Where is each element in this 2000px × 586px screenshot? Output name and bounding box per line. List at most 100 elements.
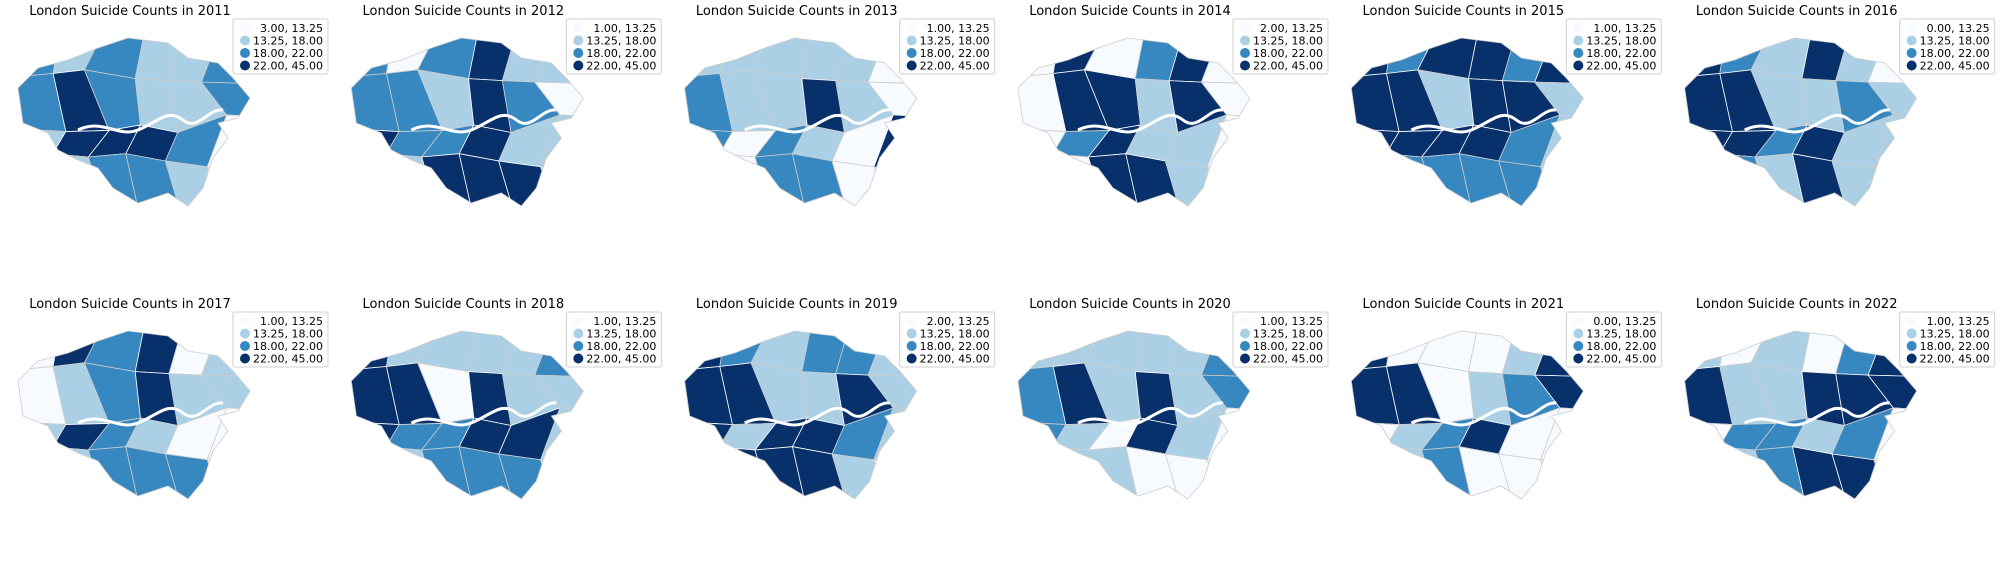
legend-box xyxy=(899,18,996,75)
london-outline xyxy=(1017,37,1251,207)
borough-region xyxy=(18,127,67,155)
legend-marker xyxy=(906,60,917,71)
river-thames xyxy=(744,401,890,427)
london-outline xyxy=(17,330,251,500)
borough-region xyxy=(1351,446,1404,499)
borough-region xyxy=(1018,446,1071,499)
london-map xyxy=(1350,330,1584,500)
river-thames xyxy=(744,108,890,134)
legend-box xyxy=(565,18,662,75)
legend-label: 22.00, 45.00 xyxy=(1920,60,1990,73)
legend-label: 13.25, 18.00 xyxy=(253,35,323,48)
london-map xyxy=(1017,330,1251,500)
river-thames xyxy=(410,401,557,427)
legend-marker xyxy=(240,353,250,364)
legend-marker xyxy=(1906,353,1917,364)
legend-box xyxy=(1232,18,1329,75)
london-outline xyxy=(17,37,251,207)
borough-region xyxy=(351,127,400,155)
borough-region xyxy=(1831,160,1892,206)
borough-region xyxy=(1164,160,1225,206)
london-outline xyxy=(1017,330,1251,500)
legend-label: 2.00, 13.25 xyxy=(927,315,990,328)
map-title: London Suicide Counts in 2016 xyxy=(1696,4,1898,19)
legend-marker xyxy=(573,35,584,46)
legend-label: 18.00, 22.00 xyxy=(1253,340,1323,353)
map-title: London Suicide Counts in 2020 xyxy=(1029,297,1231,312)
borough-region xyxy=(498,160,559,206)
legend-marker xyxy=(1906,48,1917,58)
legend-marker xyxy=(240,23,250,33)
london-map xyxy=(1350,37,1584,207)
borough-region xyxy=(1540,166,1584,206)
borough-region xyxy=(1206,459,1250,499)
river-thames xyxy=(1744,108,1890,134)
legend-label: 22.00, 45.00 xyxy=(586,353,656,366)
borough-region xyxy=(1684,127,1734,155)
london-map xyxy=(1684,37,1918,207)
borough-region xyxy=(206,459,250,499)
legend-label: 22.00, 45.00 xyxy=(920,60,990,73)
river-thames xyxy=(1410,108,1557,134)
london-outline xyxy=(350,330,584,500)
legend-marker xyxy=(906,328,917,339)
map-title: London Suicide Counts in 2013 xyxy=(696,4,898,19)
borough-region xyxy=(831,160,892,206)
legend-label: 13.25, 18.00 xyxy=(920,328,990,341)
legend-label: 18.00, 22.00 xyxy=(253,47,323,60)
london-outline xyxy=(684,37,918,207)
borough-region xyxy=(1351,38,1395,79)
london-outline xyxy=(1350,37,1584,207)
borough-region xyxy=(18,446,71,499)
river-thames xyxy=(1744,401,1890,427)
legend-marker xyxy=(1573,353,1584,364)
legend-label: 13.25, 18.00 xyxy=(1920,328,1990,341)
legend-marker xyxy=(573,48,584,58)
london-map xyxy=(684,37,918,207)
borough-region xyxy=(1351,127,1400,155)
borough-region xyxy=(1684,153,1738,206)
legend-box xyxy=(1565,311,1662,368)
legend-marker xyxy=(1906,316,1917,326)
legend-label: 18.00, 22.00 xyxy=(586,340,656,353)
legend-label: 13.25, 18.00 xyxy=(586,35,656,48)
borough-region xyxy=(1206,166,1250,206)
legend-marker xyxy=(1240,48,1250,58)
legend-label: 18.00, 22.00 xyxy=(1586,47,1656,60)
legend-marker xyxy=(573,341,584,351)
london-outline xyxy=(1684,37,1918,207)
legend-marker xyxy=(573,353,584,364)
river-thames xyxy=(77,108,224,134)
legend-box xyxy=(1232,311,1329,368)
london-outline xyxy=(1350,330,1584,500)
river-thames xyxy=(1410,401,1557,427)
borough-region xyxy=(1018,127,1067,155)
map-title: London Suicide Counts in 2014 xyxy=(1029,4,1231,19)
borough-region xyxy=(164,453,225,499)
legend-label: 22.00, 45.00 xyxy=(1253,60,1323,73)
borough-region xyxy=(1018,153,1071,206)
map-title: London Suicide Counts in 2021 xyxy=(1363,297,1565,312)
borough-region xyxy=(18,38,62,79)
legend-label: 0.00, 13.25 xyxy=(1927,22,1990,35)
borough-region xyxy=(684,446,738,499)
river-thames xyxy=(1077,401,1224,427)
legend-label: 18.00, 22.00 xyxy=(1253,47,1323,60)
legend-marker xyxy=(1240,353,1250,364)
borough-region xyxy=(498,453,559,499)
borough-region xyxy=(684,153,738,206)
legend-label: 1.00, 13.25 xyxy=(593,22,656,35)
map-title: London Suicide Counts in 2011 xyxy=(29,4,231,19)
legend-marker xyxy=(1906,23,1917,33)
